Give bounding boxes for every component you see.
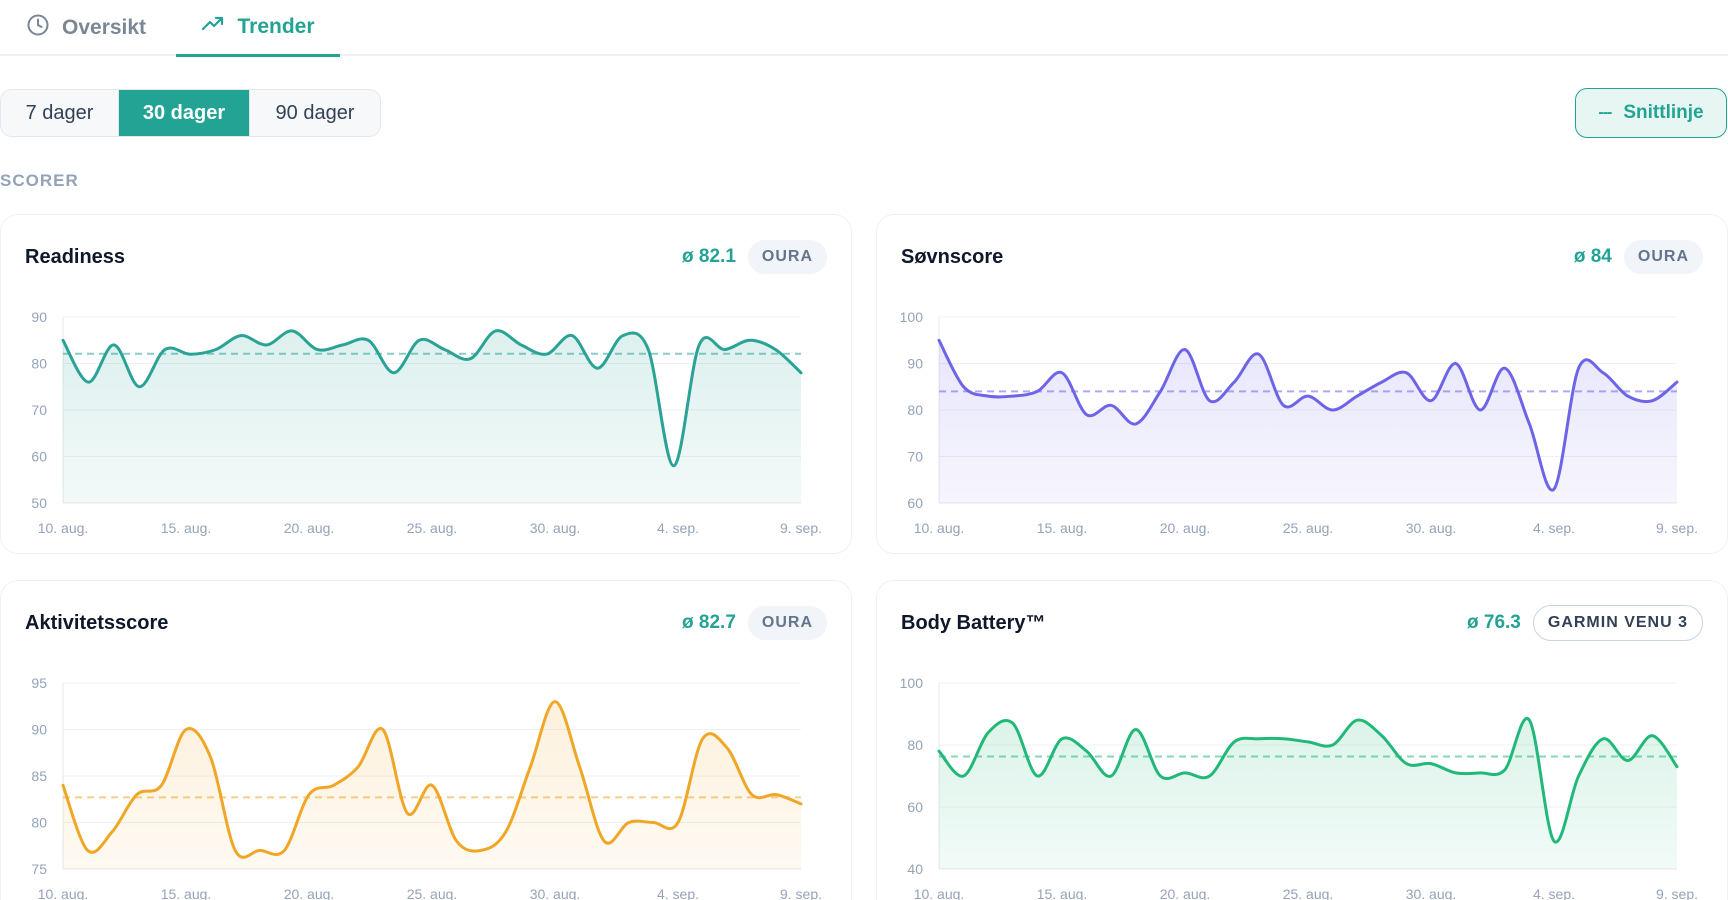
y-tick-label: 80: [31, 356, 47, 372]
section-label: SCORER: [0, 171, 79, 190]
series-area: [939, 340, 1677, 503]
avgline-label: Snittlinje: [1623, 102, 1704, 123]
chart-card-sleep-score: Søvnscore ø 84 OURA 60 70 80 90 100 10. aug. 1…: [876, 214, 1728, 554]
x-tick-label: 9. sep.: [1656, 520, 1698, 536]
x-tick-label: 9. sep.: [780, 886, 822, 900]
x-tick-label: 4. sep.: [1533, 520, 1575, 536]
average-value: ø 82.7: [682, 612, 736, 633]
card-title: Readiness: [25, 245, 126, 268]
y-tick-label: 100: [900, 309, 924, 325]
chart-card-readiness: Readiness ø 82.1 OURA 50 60 70 80 90 10. aug.…: [0, 214, 852, 554]
average-value: ø 82.1: [682, 246, 736, 267]
x-tick-label: 4. sep.: [1533, 886, 1575, 900]
trending-up-icon: [201, 12, 225, 42]
average-value: ø 76.3: [1467, 612, 1521, 633]
y-tick-label: 70: [31, 402, 47, 418]
y-tick-label: 90: [31, 722, 47, 738]
x-tick-label: 20. aug.: [1160, 520, 1211, 536]
x-tick-label: 15. aug.: [161, 520, 212, 536]
y-tick-label: 95: [31, 675, 47, 691]
y-tick-label: 80: [907, 402, 923, 418]
x-tick-label: 10. aug.: [38, 520, 89, 536]
x-tick-label: 15. aug.: [161, 886, 212, 900]
x-tick-label: 15. aug.: [1037, 520, 1088, 536]
y-tick-label: 75: [31, 861, 47, 877]
tab-label: Oversikt: [62, 16, 147, 39]
x-tick-label: 25. aug.: [1283, 886, 1334, 900]
dash-line-icon: ---: [1598, 104, 1612, 121]
y-tick-label: 90: [31, 309, 47, 325]
x-tick-label: 30. aug.: [530, 886, 581, 900]
range-7-days-button[interactable]: 7 dager: [1, 90, 119, 136]
x-tick-label: 30. aug.: [1406, 520, 1457, 536]
y-tick-label: 50: [31, 495, 47, 511]
activity-score-chart: 75 80 85 90 95 10. aug. 15. aug. 20. aug. 25. au…: [31, 675, 822, 900]
x-tick-label: 15. aug.: [1037, 886, 1088, 900]
y-tick-label: 100: [900, 675, 924, 691]
x-tick-label: 30. aug.: [530, 520, 581, 536]
x-tick-label: 9. sep.: [780, 520, 822, 536]
body-battery-chart: 40 60 80 100 10. aug. 15. aug. 20. aug. 25. aug…: [900, 675, 1698, 900]
series-area: [63, 330, 801, 503]
series-line: [61, 700, 803, 859]
range-selector: 7 dager 30 dager 90 dager: [0, 89, 381, 137]
y-tick-label: 85: [31, 768, 47, 784]
average-value: ø 84: [1573, 246, 1612, 267]
y-tick-label: 60: [31, 449, 47, 465]
card-title: Body Battery™: [901, 611, 1046, 634]
x-tick-label: 4. sep.: [657, 520, 699, 536]
y-tick-label: 40: [907, 861, 923, 877]
card-title: Aktivitetsscore: [25, 611, 169, 634]
y-tick-label: 90: [907, 356, 923, 372]
clock-icon: [26, 13, 50, 43]
series-line: [937, 716, 1679, 844]
x-tick-label: 10. aug.: [914, 886, 965, 900]
x-tick-label: 10. aug.: [914, 520, 965, 536]
x-tick-label: 25. aug.: [407, 886, 458, 900]
source-badge: OURA: [747, 240, 827, 274]
y-tick-label: 60: [907, 495, 923, 511]
y-tick-label: 70: [907, 449, 923, 465]
x-tick-label: 4. sep.: [657, 886, 699, 900]
readiness-chart: 50 60 70 80 90 10. aug. 15. aug. 20. aug. 25. au…: [31, 309, 822, 536]
chart-card-activity-score: Aktivitetsscore ø 82.7 OURA 75 80 85 90 95 10…: [0, 580, 852, 900]
y-tick-label: 80: [31, 815, 47, 831]
source-badge: OURA: [747, 606, 827, 640]
x-tick-label: 25. aug.: [1283, 520, 1334, 536]
source-badge: OURA: [1623, 240, 1703, 274]
sleep-score-chart: 60 70 80 90 100 10. aug. 15. aug. 20. aug. 25. a…: [900, 309, 1698, 536]
chart-card-body-battery: Body Battery™ ø 76.3 GARMIN VENU 3 40 60 8…: [876, 580, 1728, 900]
y-tick-label: 60: [907, 799, 923, 815]
tab-bar: Oversikt Trender: [0, 0, 1728, 57]
range-30-days-button[interactable]: 30 dager: [119, 90, 249, 136]
x-tick-label: 20. aug.: [1160, 886, 1211, 900]
tab-label: Trender: [237, 15, 315, 38]
card-title: Søvnscore: [901, 245, 1004, 268]
x-tick-label: 20. aug.: [284, 520, 335, 536]
avgline-toggle-button[interactable]: --- Snittlinje: [1575, 88, 1727, 138]
series-line: [61, 329, 803, 468]
x-tick-label: 10. aug.: [38, 886, 89, 900]
series-line: [937, 338, 1679, 492]
range-90-days-button[interactable]: 90 dager: [249, 90, 380, 136]
tab-trender[interactable]: Trender: [176, 0, 340, 57]
tab-oversikt[interactable]: Oversikt: [26, 0, 146, 56]
y-tick-label: 80: [907, 737, 923, 753]
x-tick-label: 9. sep.: [1656, 886, 1698, 900]
x-tick-label: 20. aug.: [284, 886, 335, 900]
source-badge: GARMIN VENU 3: [1532, 605, 1703, 641]
x-tick-label: 30. aug.: [1406, 886, 1457, 900]
x-tick-label: 25. aug.: [407, 520, 458, 536]
